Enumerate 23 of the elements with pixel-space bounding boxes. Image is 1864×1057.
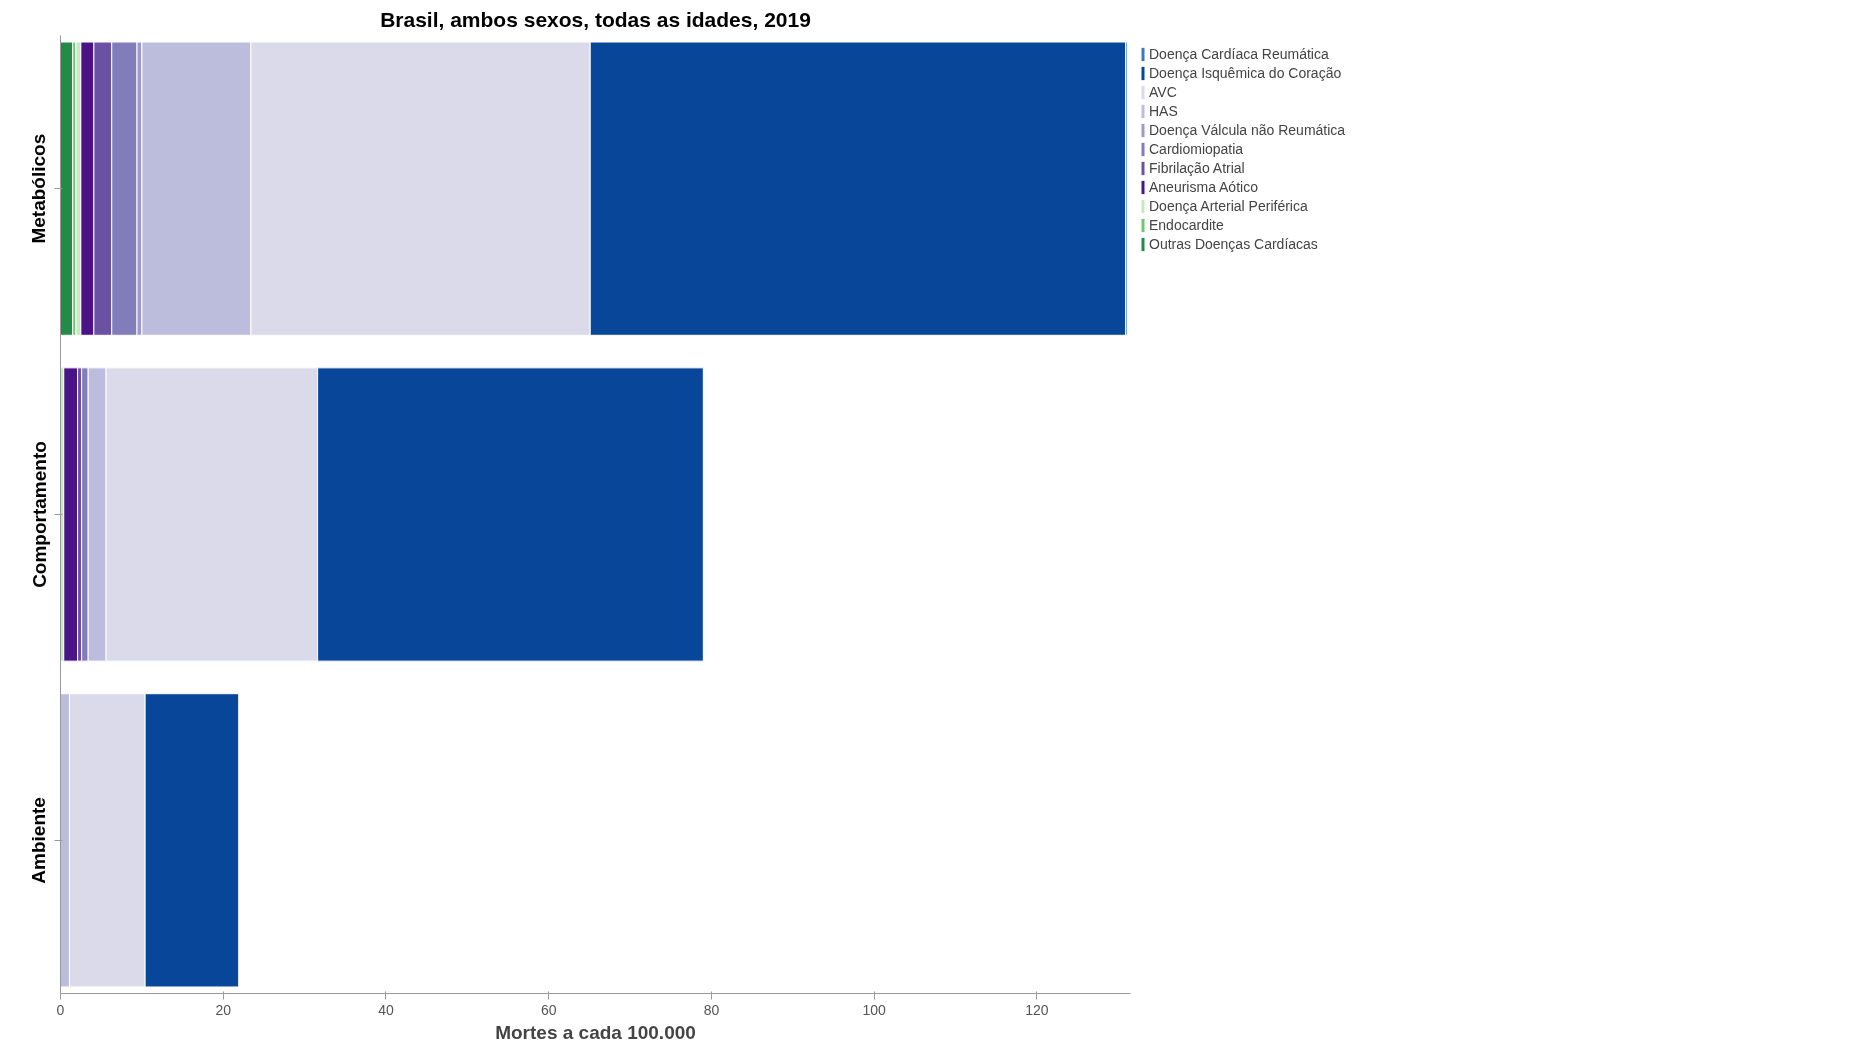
chart-title: Brasil, ambos sexos, todas as idades, 2019 — [380, 7, 811, 31]
y-tick-label: Metabólicos — [28, 133, 50, 244]
x-tick-label: 120 — [1025, 1001, 1049, 1018]
legend-label: Endocardite — [1149, 217, 1224, 233]
x-axis-title: Mortes a cada 100.000 — [495, 1021, 696, 1043]
x-tick-label: 0 — [56, 1001, 65, 1018]
legend-label: Cardiomiopatia — [1149, 141, 1244, 157]
legend-label: AVC — [1149, 84, 1177, 100]
legend-label: Doença Válcula não Reumática — [1149, 122, 1346, 138]
legend-label: Doença Cardíaca Reumática — [1149, 46, 1329, 62]
legend-label: Aneurisma Aótico — [1149, 179, 1258, 195]
legend-label: HAS — [1149, 103, 1178, 119]
y-tick-label: Comportamento — [28, 441, 50, 588]
legend-label: Fibrilação Atrial — [1149, 160, 1245, 176]
legend-label: Doença Isquêmica do Coração — [1149, 65, 1342, 81]
legend-label: Doença Arterial Periférica — [1149, 198, 1308, 214]
x-tick-label: 20 — [215, 1001, 232, 1018]
x-tick-label: 100 — [862, 1001, 887, 1018]
legend-label: Outras Doenças Cardíacas — [1149, 236, 1318, 252]
x-tick-label: 80 — [703, 1001, 720, 1018]
x-tick-label: 40 — [378, 1001, 394, 1018]
y-tick-label: Ambiente — [28, 797, 50, 884]
x-tick-label: 60 — [540, 1001, 557, 1018]
